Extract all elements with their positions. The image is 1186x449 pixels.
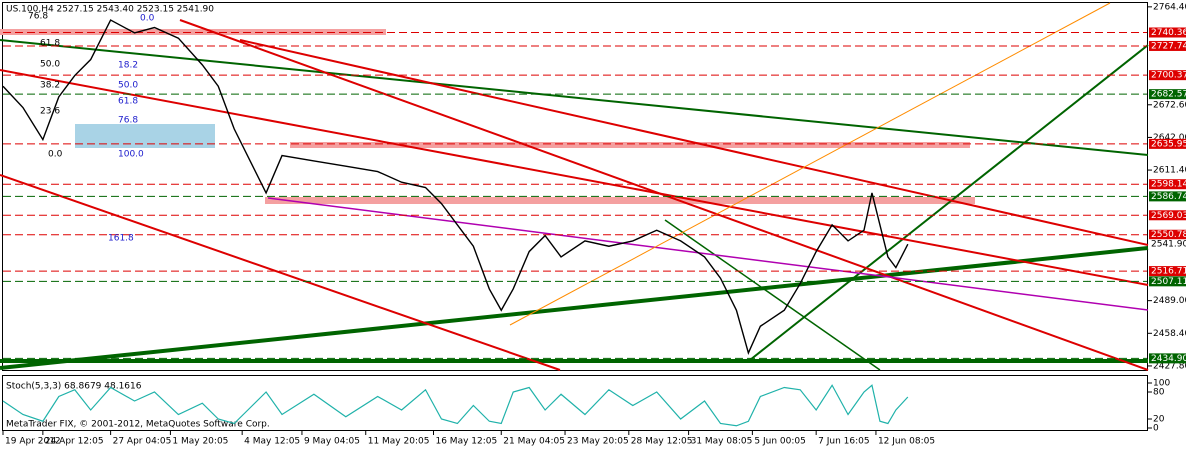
level-badge xyxy=(1149,229,1186,240)
x-tick-label: 4 May 12:05 xyxy=(244,437,300,447)
x-tick-label: 7 Jun 16:05 xyxy=(818,437,869,447)
level-label: 2635.95 xyxy=(1151,139,1186,149)
y-tick-label: 2611.40 xyxy=(1153,166,1186,176)
zone xyxy=(290,142,970,148)
level-badge xyxy=(1149,353,1186,364)
x-tick-label: 27 Apr 04:05 xyxy=(113,437,172,447)
price-panel xyxy=(2,2,1148,371)
y-tick-label: 2672.60 xyxy=(1153,100,1186,110)
fib-label: 23.6 xyxy=(40,107,60,117)
y-tick-label: 80 xyxy=(1153,388,1165,398)
x-tick-label: 19 Apr 2012 xyxy=(5,437,61,447)
fib-label: 100.0 xyxy=(118,150,144,160)
channel-line xyxy=(179,19,1149,371)
indicator-drawings xyxy=(0,2,1149,371)
stoch-panel xyxy=(2,375,1148,431)
x-tick-label: 11 May 20:05 xyxy=(368,437,430,447)
level-label: 2740.36 xyxy=(1151,28,1186,38)
trend-line xyxy=(0,246,1149,370)
level-badge xyxy=(1149,191,1186,202)
level-badge xyxy=(1149,239,1186,250)
zone xyxy=(0,29,386,35)
fib-label: 76.8 xyxy=(118,116,138,126)
level-label: 2586.74 xyxy=(1151,192,1186,202)
level-label: 2550.78 xyxy=(1151,230,1186,240)
level-badge xyxy=(1149,70,1186,81)
level-label: 2598.14 xyxy=(1151,180,1186,190)
level-badge xyxy=(1149,276,1186,287)
y-tick-label: 2427.80 xyxy=(1153,361,1186,371)
fib-label: 61.8 xyxy=(118,97,138,107)
y-tick-label: 0 xyxy=(1153,424,1159,434)
trend-line xyxy=(0,39,1149,156)
trend-line xyxy=(749,44,1149,361)
y-tick-label: 2489.00 xyxy=(1153,296,1186,306)
fib-label: 38.2 xyxy=(40,81,60,91)
fib-label: 61.8 xyxy=(40,39,60,49)
copyright: MetaTrader FIX, © 2001-2012, MetaQuotes … xyxy=(6,420,270,430)
level-label: 2434.90 xyxy=(1151,354,1186,364)
level-label: 2516.71 xyxy=(1151,267,1186,277)
panel-title: US.100,H4 2527.15 2543.40 2523.15 2541.9… xyxy=(6,5,214,15)
price-line xyxy=(2,384,909,427)
fib-label: 76.8 xyxy=(28,12,48,22)
y-tick-label: 2642.00 xyxy=(1153,133,1186,143)
y-tick-label: 20 xyxy=(1153,415,1165,425)
x-tick-label: 16 May 12:05 xyxy=(435,437,497,447)
y-tick-label: 100 xyxy=(1153,379,1170,389)
fib-label: 50.0 xyxy=(118,81,138,91)
x-tick-label: 9 May 04:05 xyxy=(304,437,360,447)
y-tick-label: 2764.40 xyxy=(1153,2,1186,12)
level-badge xyxy=(1149,27,1186,38)
x-tick-label: 21 May 04:05 xyxy=(503,437,565,447)
channel-line xyxy=(239,39,1149,246)
x-tick-label: 31 May 08:05 xyxy=(691,437,753,447)
level-label: 2541.90 xyxy=(1151,240,1186,250)
zone xyxy=(265,197,975,204)
trend-line xyxy=(267,197,1149,311)
channel-line xyxy=(0,174,561,371)
level-badge xyxy=(1149,179,1186,190)
fib-label: 18.2 xyxy=(118,61,138,71)
level-label: 2682.57 xyxy=(1151,90,1186,100)
channel-line xyxy=(0,69,1149,286)
x-tick-label: 5 Jun 00:05 xyxy=(754,437,805,447)
level-badge xyxy=(1149,89,1186,100)
level-badge xyxy=(1149,266,1186,277)
fib-label: 161.8 xyxy=(108,234,134,244)
level-badge xyxy=(1149,210,1186,221)
x-tick-label: 24 Apr 12:05 xyxy=(45,437,104,447)
x-tick-label: 28 May 12:05 xyxy=(631,437,693,447)
level-label: 2507.11 xyxy=(1151,277,1186,287)
fib-label: 0.0 xyxy=(140,14,155,24)
level-badge xyxy=(1149,40,1186,51)
x-tick-label: 1 May 20:05 xyxy=(172,437,228,447)
level-badge xyxy=(1149,138,1186,149)
trend-line xyxy=(664,219,881,371)
price-line xyxy=(2,19,909,355)
y-tick-label: 2458.40 xyxy=(1153,329,1186,339)
level-label: 2569.03 xyxy=(1151,211,1186,221)
level-label: 2700.37 xyxy=(1151,71,1186,81)
panel-title: Stoch(5,3,3) 68.8679 48.1616 xyxy=(6,382,142,392)
x-tick-label: 12 Jun 08:05 xyxy=(878,437,935,447)
level-label: 2727.74 xyxy=(1151,41,1186,51)
x-tick-label: 23 May 20:05 xyxy=(567,437,629,447)
fib-label: 50.0 xyxy=(40,60,60,70)
fib-label: 0.0 xyxy=(48,150,63,160)
fib-zone xyxy=(75,124,215,148)
